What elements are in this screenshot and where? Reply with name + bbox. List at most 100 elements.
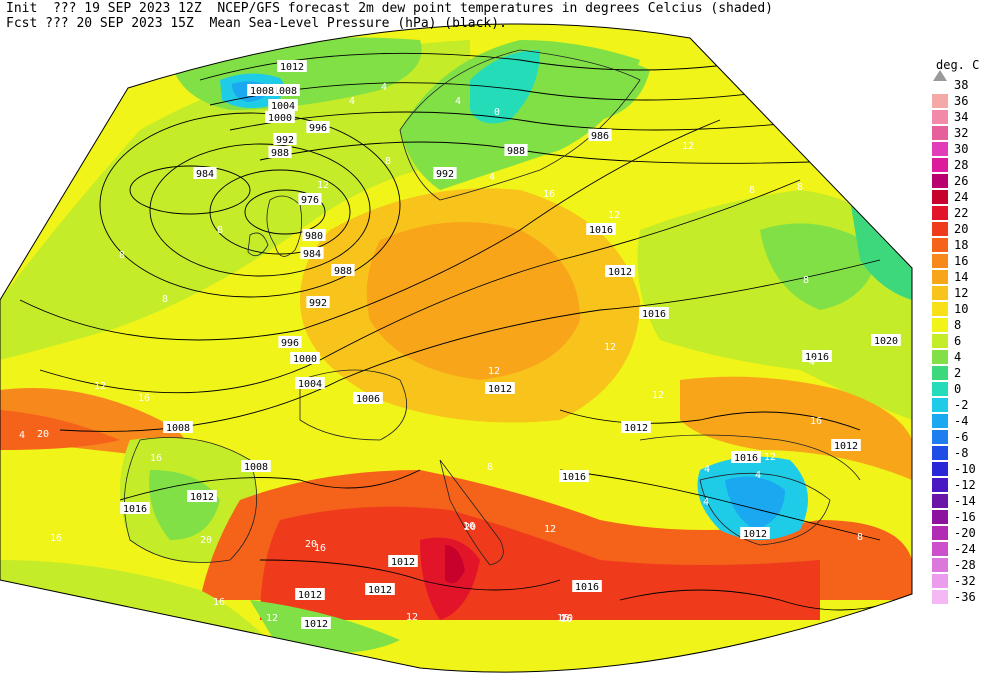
- dewpoint-label: 4: [349, 96, 355, 107]
- colorbar-top-label: 38: [954, 78, 969, 92]
- isobar-label: 1016: [589, 225, 613, 236]
- dewpoint-label: 8: [749, 185, 755, 196]
- dewpoint-label: 0: [494, 107, 500, 118]
- dewpoint-label: 8: [487, 462, 493, 473]
- dewpoint-label: 20: [561, 613, 573, 624]
- domain-outline: [0, 23, 913, 673]
- isobar-label-bg: [187, 490, 217, 502]
- colorbar-label: 36: [954, 94, 969, 108]
- isobar-label-bg: [740, 527, 770, 539]
- isobar-label: 984: [196, 169, 214, 180]
- dewpoint-label: 4: [489, 172, 495, 183]
- header-fcst-line: Fcst ??? 20 SEP 2023 15Z Mean Sea-Level …: [6, 16, 507, 31]
- isobar-label-bg: [306, 121, 330, 133]
- colorbar-swatch: [932, 286, 948, 300]
- isobar-label: 1012: [488, 384, 512, 395]
- isobar-label-bg: [247, 84, 277, 96]
- isobar-label: 1016: [734, 453, 758, 464]
- isobar-label-bg: [559, 470, 589, 482]
- dewpoint-label: 8: [217, 225, 223, 236]
- dewpoint-label: 8: [385, 156, 391, 167]
- colorbar-label: -36: [954, 590, 976, 604]
- colorbar-label: 34: [954, 110, 969, 124]
- isobar-label-bg: [265, 111, 295, 123]
- isobar-label-bg: [353, 392, 383, 404]
- isobar-label: 1012: [624, 423, 648, 434]
- colorbar-label: 30: [954, 142, 969, 156]
- isobar-label: 1012: [280, 62, 304, 73]
- isobar-label: 1012: [743, 529, 767, 540]
- isobar-label: 1016: [642, 309, 666, 320]
- dewpoint-label: 4: [703, 497, 709, 508]
- isobar-label: 1008: [250, 86, 274, 97]
- dewpoint-label: 4: [809, 357, 815, 368]
- isobar-label-bg: [295, 588, 325, 600]
- isobar-label: 1008: [273, 86, 297, 97]
- isobar-label-bg: [331, 264, 355, 276]
- isobar-label: 988: [507, 146, 525, 157]
- dewpoint-label: 12: [682, 141, 694, 152]
- colorbar-swatch: [932, 318, 948, 332]
- dewpoint-label: 12: [764, 452, 776, 463]
- colorbar-swatch: [932, 526, 948, 540]
- isobar-label: 1012: [190, 492, 214, 503]
- colorbar-label: 8: [954, 318, 962, 332]
- colorbar-swatch: [932, 222, 948, 236]
- isobar-label-bg: [278, 336, 302, 348]
- dewpoint-label: 16: [463, 521, 475, 532]
- dewpoint-label: 20: [200, 535, 212, 546]
- isobar-label: 1012: [834, 441, 858, 452]
- isobar-label-bg: [388, 555, 418, 567]
- colorbar-label: 24: [954, 190, 969, 204]
- dewpoint-label: 16: [557, 613, 569, 624]
- colorbar-swatch: [932, 590, 948, 604]
- colorbar-swatch: [932, 398, 948, 412]
- isobar-label: 1020: [874, 336, 898, 347]
- dewpoint-label: 16: [213, 597, 225, 608]
- dewpoint-label: 16: [138, 393, 150, 404]
- isobar-label: 1004: [298, 379, 322, 390]
- isobar-label: 984: [303, 249, 321, 260]
- colorbar-swatch: [932, 270, 948, 284]
- isobar-label-bg: [871, 334, 901, 346]
- isobar-label: 976: [301, 195, 319, 206]
- isobar-label: 996: [309, 123, 327, 134]
- colorbar-label: 22: [954, 206, 969, 220]
- colorbar-label: -6: [954, 430, 969, 444]
- colorbar-label: -20: [954, 526, 976, 540]
- colorbar-label: 12: [954, 286, 969, 300]
- colorbar-swatch: [932, 174, 948, 188]
- isobar-label: 1016: [562, 472, 586, 483]
- isobar-label-bg: [295, 377, 325, 389]
- colorbar-swatch: [932, 350, 948, 364]
- isobar-label-bg: [621, 421, 651, 433]
- isobar-label-bg: [802, 350, 832, 362]
- isobar-label: 1012: [608, 267, 632, 278]
- dewpoint-label: 16: [50, 533, 62, 544]
- dewpoint-label: 16: [810, 416, 822, 427]
- isobar-label: 1000: [268, 113, 292, 124]
- colorbar-label: 6: [954, 334, 962, 348]
- isobar-label-bg: [273, 133, 297, 145]
- colorbar-swatch: [932, 558, 948, 572]
- isobar-label-bg: [731, 451, 761, 463]
- isobar-labels: 1012100810041000996992988984976980984988…: [120, 60, 901, 630]
- dewpoint-label: 8: [803, 275, 809, 286]
- colorbar-swatch: [932, 510, 948, 524]
- colorbar-swatch: [932, 302, 948, 316]
- dewpoint-label: 12: [488, 366, 500, 377]
- isobar-label-bg: [268, 146, 292, 158]
- colorbar-swatch: [932, 430, 948, 444]
- isobar-label-bg: [831, 439, 861, 451]
- isobar-label: 1016: [123, 504, 147, 515]
- colorbar-top-arrow-icon: [933, 70, 947, 81]
- isobar-label: 1012: [391, 557, 415, 568]
- isobar-label: 992: [276, 135, 294, 146]
- isobar-label-bg: [605, 265, 635, 277]
- colorbar-swatch: [932, 94, 948, 108]
- colorbar-swatch: [932, 110, 948, 124]
- colorbar-label: -28: [954, 558, 976, 572]
- colorbar-swatch: [932, 462, 948, 476]
- colorbar-label: 2: [954, 366, 962, 380]
